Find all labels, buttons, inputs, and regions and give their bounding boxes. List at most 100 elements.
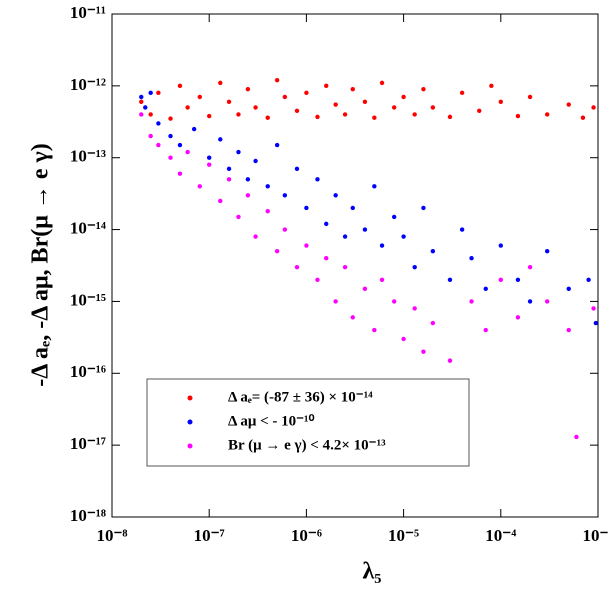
- point: [362, 286, 368, 291]
- point: [580, 115, 586, 120]
- point: [324, 255, 329, 261]
- y-axis-label: -Δ aₑ, -Δ aμ, Br(μ → e γ): [28, 143, 54, 386]
- point: [447, 114, 453, 120]
- point: [333, 193, 338, 198]
- y-tick-label: 10⁻¹¹: [70, 3, 106, 22]
- point: [197, 184, 202, 189]
- point: [191, 126, 197, 132]
- point: [379, 277, 385, 282]
- point: [342, 234, 348, 239]
- point: [148, 133, 153, 139]
- point: [315, 277, 320, 282]
- point: [469, 255, 474, 261]
- point: [282, 193, 288, 198]
- point: [421, 349, 426, 354]
- point: [304, 205, 309, 211]
- point: [391, 299, 397, 304]
- plot-frame: [111, 13, 599, 518]
- point: [177, 142, 183, 148]
- legend-label: Br (μ → e γ) < 4.2× 10⁻¹³: [228, 437, 386, 453]
- point: [527, 94, 533, 100]
- point: [469, 299, 474, 304]
- x-tick-label: 10⁻⁵: [388, 526, 419, 545]
- point: [197, 94, 202, 100]
- point: [483, 327, 488, 333]
- point: [156, 142, 161, 148]
- point: [218, 198, 223, 204]
- point: [430, 320, 436, 326]
- point: [148, 112, 153, 117]
- point: [168, 133, 173, 139]
- point: [304, 90, 309, 96]
- legend-label: Δ aₑ= (-87 ± 36) × 10⁻¹⁴: [228, 389, 373, 405]
- point: [185, 149, 190, 155]
- x-tick-label: 10⁻⁸: [96, 526, 127, 545]
- point: [421, 205, 426, 211]
- point: [591, 105, 596, 110]
- point: [207, 162, 212, 167]
- point: [156, 121, 161, 126]
- point: [148, 90, 153, 96]
- x-axis-label: λ₅: [363, 559, 382, 585]
- point: [139, 94, 144, 100]
- point: [412, 306, 417, 311]
- point: [401, 336, 406, 342]
- point: [274, 142, 280, 148]
- legend: Δ aₑ= (-87 ± 36) × 10⁻¹⁴ Δ aμ < - 10⁻¹⁰ Br…: [146, 378, 470, 467]
- y-tick-label: 10⁻¹²: [70, 75, 106, 94]
- point: [253, 234, 258, 239]
- point: [236, 214, 241, 220]
- point: [342, 112, 348, 117]
- point: [430, 249, 436, 254]
- point: [304, 243, 309, 248]
- point: [168, 155, 173, 160]
- point: [294, 264, 300, 270]
- point: [372, 327, 377, 333]
- point: [274, 249, 280, 254]
- point: [477, 108, 482, 113]
- point: [566, 286, 571, 291]
- point: [294, 166, 300, 172]
- point: [498, 243, 503, 248]
- y-tick-label: 10⁻¹⁸: [70, 506, 106, 525]
- x-tick-label: 10⁻⁴: [485, 526, 516, 545]
- point: [430, 105, 436, 110]
- point: [282, 94, 288, 100]
- point: [333, 299, 338, 304]
- x-tick-label: 10⁻⁶: [291, 526, 322, 545]
- y-tick-label: 10⁻¹⁷: [70, 434, 106, 453]
- legend-marker: [187, 419, 193, 425]
- point: [253, 105, 258, 110]
- point: [372, 184, 377, 189]
- point: [350, 315, 355, 320]
- point: [236, 112, 241, 117]
- point: [459, 227, 465, 232]
- point: [372, 115, 377, 120]
- point: [315, 177, 320, 182]
- point: [401, 94, 406, 100]
- point: [527, 264, 533, 270]
- point: [282, 227, 288, 232]
- point: [185, 105, 190, 110]
- point: [362, 99, 368, 104]
- point: [591, 306, 596, 311]
- y-tick-label: 10⁻¹⁴: [70, 218, 106, 237]
- point: [168, 116, 173, 121]
- point: [177, 83, 183, 89]
- point: [294, 108, 300, 113]
- point: [156, 90, 161, 96]
- point: [350, 205, 355, 211]
- point: [498, 277, 503, 282]
- point: [324, 221, 329, 227]
- point: [139, 99, 144, 104]
- point: [342, 264, 348, 270]
- point: [274, 77, 280, 83]
- point: [245, 193, 251, 198]
- point: [139, 112, 144, 117]
- point: [566, 102, 571, 107]
- point: [586, 277, 591, 282]
- point: [421, 86, 426, 92]
- point: [412, 264, 417, 270]
- point: [489, 83, 494, 89]
